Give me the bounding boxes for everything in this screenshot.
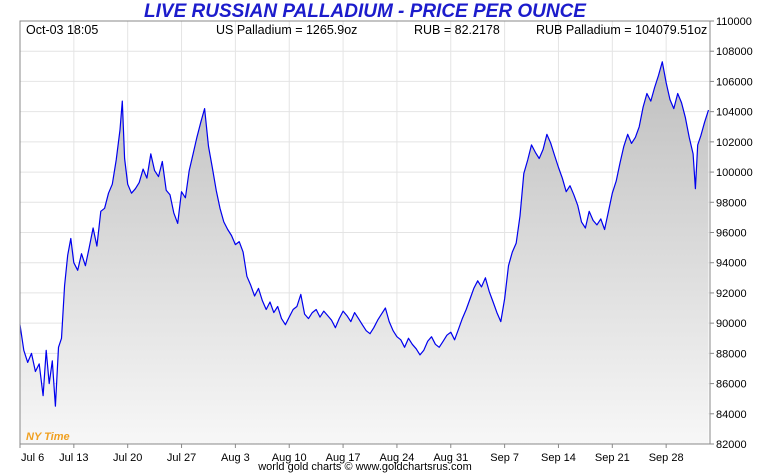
y-tick-label: 94000 bbox=[716, 258, 747, 270]
y-tick-label: 102000 bbox=[716, 137, 753, 149]
y-tick-label: 92000 bbox=[716, 288, 747, 300]
x-tick-label: Aug 10 bbox=[272, 452, 307, 464]
plot-border bbox=[19, 20, 711, 445]
x-tick-label: Jul 20 bbox=[113, 452, 142, 464]
y-tick-label: 90000 bbox=[716, 318, 747, 330]
y-tick-label: 104000 bbox=[716, 107, 753, 119]
y-tick-label: 86000 bbox=[716, 379, 747, 391]
y-axis-ticks: 82000 84000 86000 88000 90000 92000 94000 96000… bbox=[710, 16, 753, 451]
x-tick-label: Jul 27 bbox=[167, 452, 196, 464]
y-tick-label: 82000 bbox=[716, 439, 747, 451]
datetime-label: Oct-03 18:05 bbox=[26, 23, 99, 37]
timezone-label: NY Time bbox=[26, 431, 70, 443]
y-tick-label: 110000 bbox=[716, 16, 752, 28]
y-tick-label: 106000 bbox=[716, 76, 753, 88]
price-line bbox=[19, 61, 710, 407]
y-tick-label: 84000 bbox=[716, 409, 747, 421]
y-tick-label: 98000 bbox=[716, 197, 747, 209]
x-tick-label: Jul 6 bbox=[21, 452, 44, 464]
y-tick-label: 108000 bbox=[716, 46, 753, 58]
y-tick-label: 88000 bbox=[716, 348, 747, 360]
x-tick-label: Sep 7 bbox=[490, 452, 519, 464]
x-tick-label: Aug 24 bbox=[379, 452, 414, 464]
us-price-label: US Palladium = 1265.9oz bbox=[216, 23, 358, 37]
x-axis-ticks: Jul 6 Jul 13 Jul 20 Jul 27 Aug 3 Aug 10 Aug 17… bbox=[19, 444, 684, 464]
rub-rate-label: RUB = 82.2178 bbox=[414, 23, 500, 37]
x-tick-label: Jul 13 bbox=[59, 452, 88, 464]
footer-credit: world gold charts © www.goldchartsrus.co… bbox=[258, 461, 472, 473]
x-tick-label: Sep 14 bbox=[541, 452, 576, 464]
price-area-fill bbox=[20, 61, 709, 445]
y-tick-label: 100000 bbox=[716, 167, 753, 179]
chart-title: LIVE RUSSIAN PALLADIUM - PRICE PER OUNCE bbox=[144, 1, 586, 22]
x-tick-label: Sep 21 bbox=[595, 452, 630, 464]
x-tick-label: Aug 31 bbox=[433, 452, 468, 464]
x-tick-label: Sep 28 bbox=[649, 452, 684, 464]
y-tick-label: 96000 bbox=[716, 228, 747, 240]
rub-price-label: RUB Palladium = 104079.51oz bbox=[536, 23, 708, 37]
x-tick-label: Aug 3 bbox=[221, 452, 250, 464]
x-tick-label: Aug 17 bbox=[326, 452, 361, 464]
